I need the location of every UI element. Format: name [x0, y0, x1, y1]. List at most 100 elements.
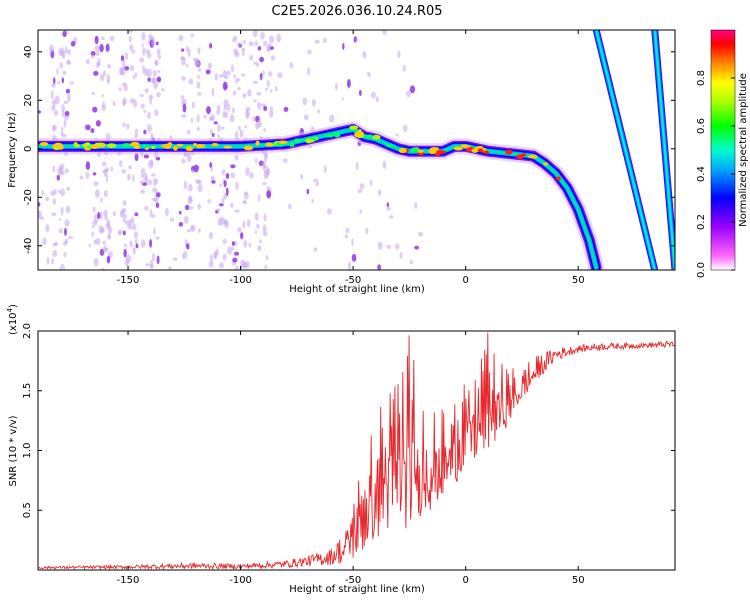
noise-speck — [100, 73, 105, 82]
noise-speck — [156, 76, 162, 83]
noise-speck — [211, 133, 215, 138]
noise-speck — [217, 124, 221, 133]
noise-speck — [341, 97, 344, 101]
track-hotspot — [372, 134, 381, 140]
noise-speck — [99, 44, 104, 53]
noise-speck — [370, 91, 376, 99]
noise-speck — [181, 76, 186, 81]
noise-speck — [224, 111, 229, 119]
noise-speck — [314, 39, 320, 44]
noise-speck — [58, 228, 63, 234]
noise-speck — [102, 245, 108, 254]
noise-speck — [209, 42, 213, 49]
track-hotspot — [243, 145, 254, 151]
noise-speck — [266, 186, 272, 192]
track-hotspot — [84, 142, 91, 147]
noise-speck — [59, 62, 64, 69]
noise-speck — [42, 237, 47, 246]
noise-speck — [101, 94, 105, 98]
noise-speck — [259, 56, 264, 63]
noise-speck — [269, 106, 274, 112]
track-hotspot — [278, 140, 288, 145]
track-hotspot — [528, 154, 538, 159]
y-tick-label: 0.5 — [22, 502, 33, 518]
noise-speck — [100, 36, 105, 41]
noise-speck — [97, 58, 101, 67]
colorbar: 0.0 0.2 0.4 0.6 0.8 Normalized spectral ampl… — [696, 29, 749, 278]
noise-speck — [215, 248, 219, 256]
x-tick-label: -50 — [345, 275, 361, 286]
noise-speck — [132, 246, 136, 255]
noise-speck — [128, 35, 132, 43]
noise-speck — [303, 114, 309, 121]
noise-speck — [226, 246, 233, 255]
noise-speck — [262, 70, 265, 77]
noise-speck — [56, 67, 59, 76]
noise-speck — [210, 166, 214, 172]
track-hotspot — [453, 146, 464, 151]
noise-speck — [354, 37, 358, 42]
track-hotspot — [289, 142, 295, 147]
noise-speck — [207, 199, 211, 204]
noise-speck — [263, 128, 266, 133]
track-hotspot — [142, 144, 149, 149]
noise-speck — [418, 231, 424, 237]
snr-y-label: SNR (10 * v/v) — [8, 415, 19, 486]
noise-speck — [196, 81, 201, 89]
noise-speck — [247, 89, 252, 97]
noise-speck — [243, 240, 248, 248]
noise-speck — [186, 229, 192, 233]
track-hotspot — [555, 176, 561, 181]
noise-speck — [91, 91, 95, 96]
noise-speck — [38, 110, 42, 114]
noise-speck — [313, 247, 318, 252]
track-hotspot — [133, 145, 141, 149]
noise-speck — [395, 133, 399, 137]
noise-speck — [222, 253, 227, 261]
noise-speck — [210, 114, 215, 122]
noise-speck — [240, 232, 244, 240]
noise-speck — [122, 217, 126, 224]
track-hotspot — [542, 162, 549, 166]
noise-speck — [103, 190, 108, 198]
noise-speck — [122, 97, 127, 106]
noise-speck — [359, 209, 363, 214]
noise-speck — [52, 165, 56, 173]
noise-speck — [142, 47, 146, 56]
noise-speck — [155, 192, 161, 198]
noise-speck — [181, 48, 185, 52]
noise-speck — [151, 173, 156, 177]
noise-speck — [128, 30, 133, 34]
noise-speck — [231, 241, 235, 246]
noise-speck — [183, 180, 188, 190]
noise-speck — [240, 259, 246, 268]
noise-speck — [397, 50, 401, 59]
noise-speck — [52, 125, 56, 133]
noise-speck — [65, 88, 71, 94]
noise-speck — [221, 197, 225, 204]
noise-speck — [61, 133, 67, 138]
noise-speck — [197, 47, 201, 55]
noise-speck — [220, 126, 225, 130]
noise-speck — [208, 260, 214, 268]
noise-speck — [188, 78, 194, 85]
noise-speck — [377, 264, 382, 270]
noise-speck — [186, 129, 191, 135]
noise-speck — [132, 174, 135, 183]
noise-speck — [245, 106, 251, 111]
noise-speck — [122, 230, 126, 236]
noise-speck — [139, 57, 145, 63]
noise-speck — [41, 189, 44, 197]
diagonal-track-1 — [595, 30, 656, 270]
noise-speck — [101, 161, 107, 167]
noise-speck — [252, 116, 256, 122]
noise-speck — [124, 52, 128, 61]
noise-speck — [143, 109, 147, 114]
noise-speck — [259, 72, 263, 81]
noise-speck — [126, 123, 130, 130]
noise-speck — [242, 200, 248, 205]
noise-speck — [147, 77, 151, 83]
noise-speck — [264, 264, 268, 270]
track-hotspot — [437, 150, 447, 154]
noise-speck — [51, 258, 54, 265]
